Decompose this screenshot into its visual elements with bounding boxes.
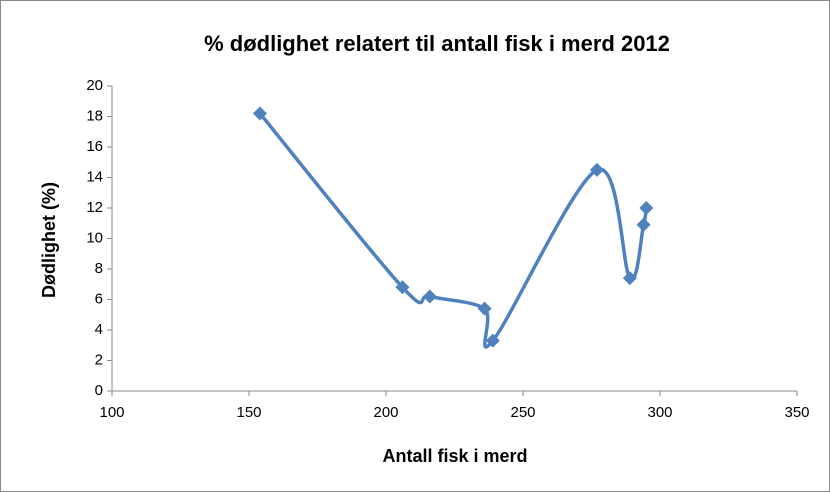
point [639,201,654,215]
x-tick-label: 150 [236,404,261,421]
x-tick-label: 200 [373,404,398,421]
y-tick-label: 4 [95,321,103,338]
chart-title: % dødlighet relatert til antall fisk i m… [204,31,670,56]
y-tick-label: 16 [86,138,103,155]
x-tick-label: 350 [784,404,809,421]
point [252,106,267,121]
x-tick-label: 300 [647,404,672,421]
y-tick-label: 8 [95,260,103,277]
point [589,162,604,177]
point [477,301,492,316]
point [636,217,651,232]
point [622,271,637,286]
y-axis-title: Dødlighet (%) [39,182,59,298]
y-tick-label: 10 [86,229,103,246]
y-tick-label: 0 [95,382,103,399]
x-tick-label: 250 [510,404,535,421]
x-axis-title: Antall fisk i merd [382,446,527,466]
y-tick-label: 18 [86,107,103,124]
point [395,280,410,295]
y-tick-label: 2 [95,351,103,368]
point [422,289,437,304]
y-tick-label: 12 [86,199,103,216]
y-tick-label: 6 [95,290,103,307]
x-tick-label: 100 [99,404,124,421]
point [485,333,500,348]
y-tick-label: 20 [86,77,103,94]
y-tick-label: 14 [86,168,103,185]
